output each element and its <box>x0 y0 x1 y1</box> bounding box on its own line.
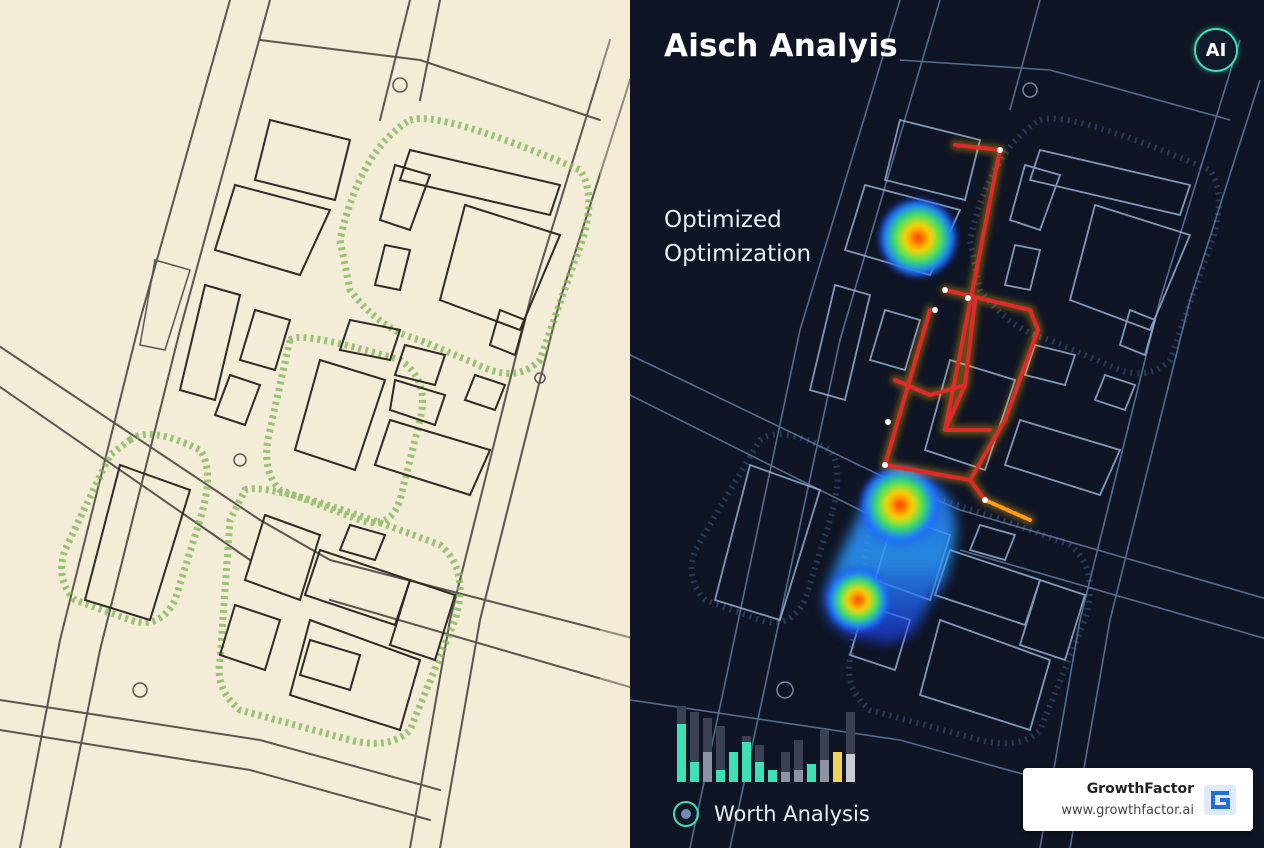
brand-url: www.growthfactor.ai <box>1061 803 1194 818</box>
heatmap-hotspots <box>824 196 960 644</box>
ai-badge-label: AI <box>1205 39 1227 61</box>
mini-bar-chart <box>677 706 855 782</box>
sketch-site-plan <box>0 0 630 848</box>
brand-name: GrowthFactor <box>1086 781 1194 797</box>
target-icon <box>673 801 699 827</box>
optimization-caption: Optimized Optimization <box>664 203 811 271</box>
legend-label: Worth Analysis <box>714 802 870 826</box>
caption-line-2: Optimization <box>664 241 812 267</box>
page-title: Aisch Analyis <box>664 28 898 64</box>
growthfactor-logo-icon <box>1204 785 1236 815</box>
brand-card: GrowthFactor www.growthfactor.ai <box>1023 768 1253 831</box>
caption-line-1: Optimized <box>664 207 782 233</box>
ai-badge-icon: AI <box>1194 28 1238 72</box>
worth-analysis-legend: Worth Analysis <box>672 800 870 828</box>
optimized-route <box>880 140 1043 525</box>
